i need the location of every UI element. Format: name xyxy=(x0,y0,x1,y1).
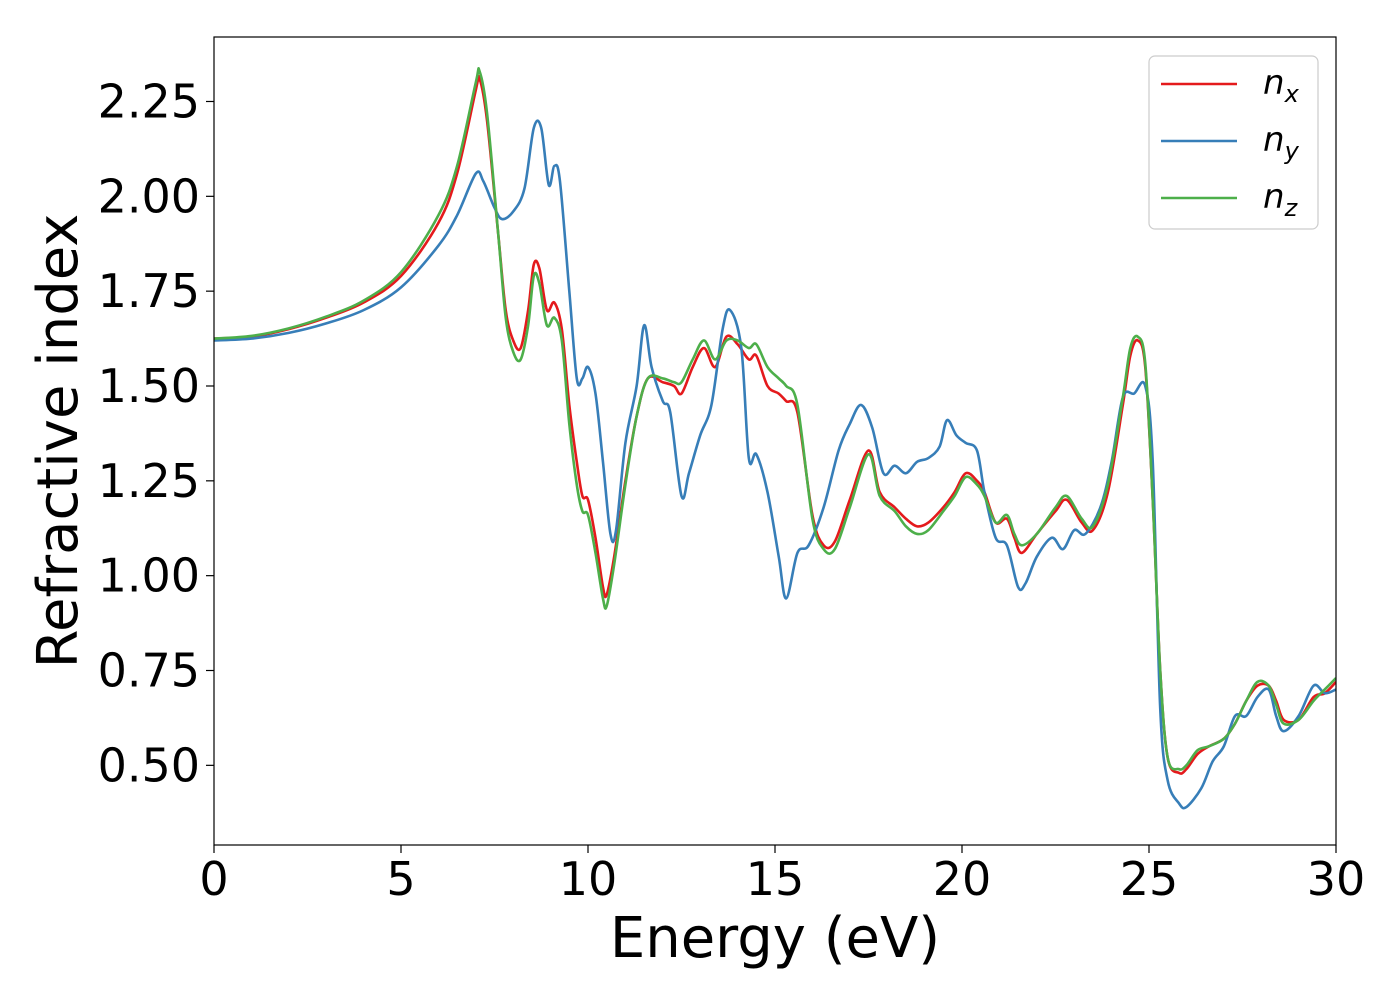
y-tick-label: 1.75 xyxy=(98,264,200,318)
series-lines xyxy=(214,67,1336,810)
x-tick-label: 30 xyxy=(1307,852,1366,906)
legend-label-n_y: ny xyxy=(1263,120,1300,165)
legend: nx ny nz xyxy=(1148,55,1319,230)
y-tick-label: 1.50 xyxy=(98,359,200,413)
x-tick-label: 25 xyxy=(1120,852,1179,906)
y-tick-label: 1.25 xyxy=(98,454,200,508)
legend-label-n_z: nz xyxy=(1263,177,1299,222)
legend-box xyxy=(1148,55,1319,230)
x-tick-label: 0 xyxy=(199,852,228,906)
x-tick-label: 15 xyxy=(746,852,805,906)
legend-label-n_x: nx xyxy=(1263,63,1300,108)
y-tick-label: 0.75 xyxy=(98,644,200,698)
y-axis-label: Refractive index xyxy=(26,214,91,669)
x-tick-label: 20 xyxy=(933,852,992,906)
x-tick-label: 10 xyxy=(559,852,618,906)
series-line-n_y xyxy=(214,119,1336,810)
series-line-n_z xyxy=(214,67,1336,771)
y-tick-label: 2.00 xyxy=(98,169,200,223)
y-tick-label: 0.50 xyxy=(98,738,200,792)
x-tick-label: 5 xyxy=(386,852,415,906)
axis-ticks: 0 5 10 15 20 25 30 0.50 0.75 1.00 1.25 1.50 1.75 2.00… xyxy=(98,74,1366,906)
y-tick-label: 1.00 xyxy=(98,549,200,603)
x-axis-label: Energy (eV) xyxy=(610,906,940,971)
y-tick-label: 2.25 xyxy=(98,74,200,128)
